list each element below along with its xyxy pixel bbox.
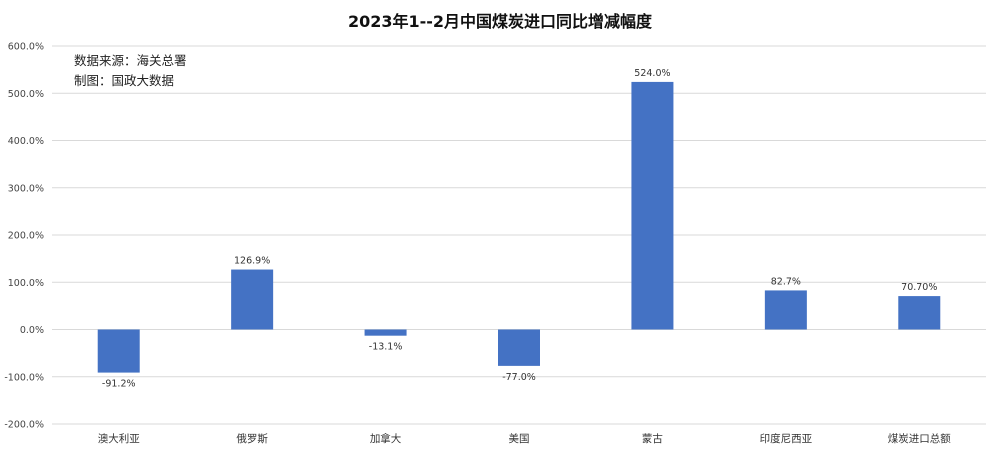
bar [364,329,407,336]
y-tick-label: 0.0% [20,325,44,336]
x-axis: 澳大利亚 俄罗斯 加拿大 美国 蒙古 印度尼西亚 煤炭进口总额 [98,432,952,445]
y-tick-label: 100.0% [8,278,44,289]
x-tick-label: 美国 [509,432,530,445]
x-tick-label: 俄罗斯 [236,432,268,445]
bar [631,81,674,330]
bar [764,290,807,330]
bar [231,269,274,330]
y-tick-label: 600.0% [8,42,44,53]
data-label: -13.1% [369,342,403,353]
gridlines [52,45,986,425]
x-tick-label: 澳大利亚 [98,432,140,445]
data-label: -77.0% [502,372,536,383]
data-label: 524.0% [634,68,670,79]
data-label: 82.7% [771,276,801,287]
bar [97,329,140,373]
bar [898,296,941,330]
bars [97,81,941,373]
bar [498,329,540,366]
y-tick-label: -100.0% [4,372,44,383]
x-tick-label: 蒙古 [642,432,663,445]
y-axis: -200.0% -100.0% 0.0% 100.0% 200.0% 300.0% 400.… [4,42,44,431]
y-tick-label: -200.0% [4,420,44,431]
chart-title: 2023年1--2月中国煤炭进口同比增减幅度 [347,12,653,31]
x-tick-label: 煤炭进口总额 [888,432,951,445]
author-note: 制图：国政大数据 [74,73,175,88]
source-note: 数据来源：海关总署 [74,53,187,68]
x-tick-label: 印度尼西亚 [760,432,813,445]
y-tick-label: 300.0% [8,183,44,194]
y-tick-label: 200.0% [8,231,44,242]
y-tick-label: 400.0% [8,136,44,147]
data-label: 70.70% [901,282,937,293]
data-label: -91.2% [102,379,136,390]
data-label: 126.9% [234,256,270,267]
data-labels: -91.2% 126.9% -13.1% -77.0% 524.0% 82.7% 70.70… [102,68,937,390]
y-tick-label: 500.0% [8,89,44,100]
x-tick-label: 加拿大 [370,432,402,445]
